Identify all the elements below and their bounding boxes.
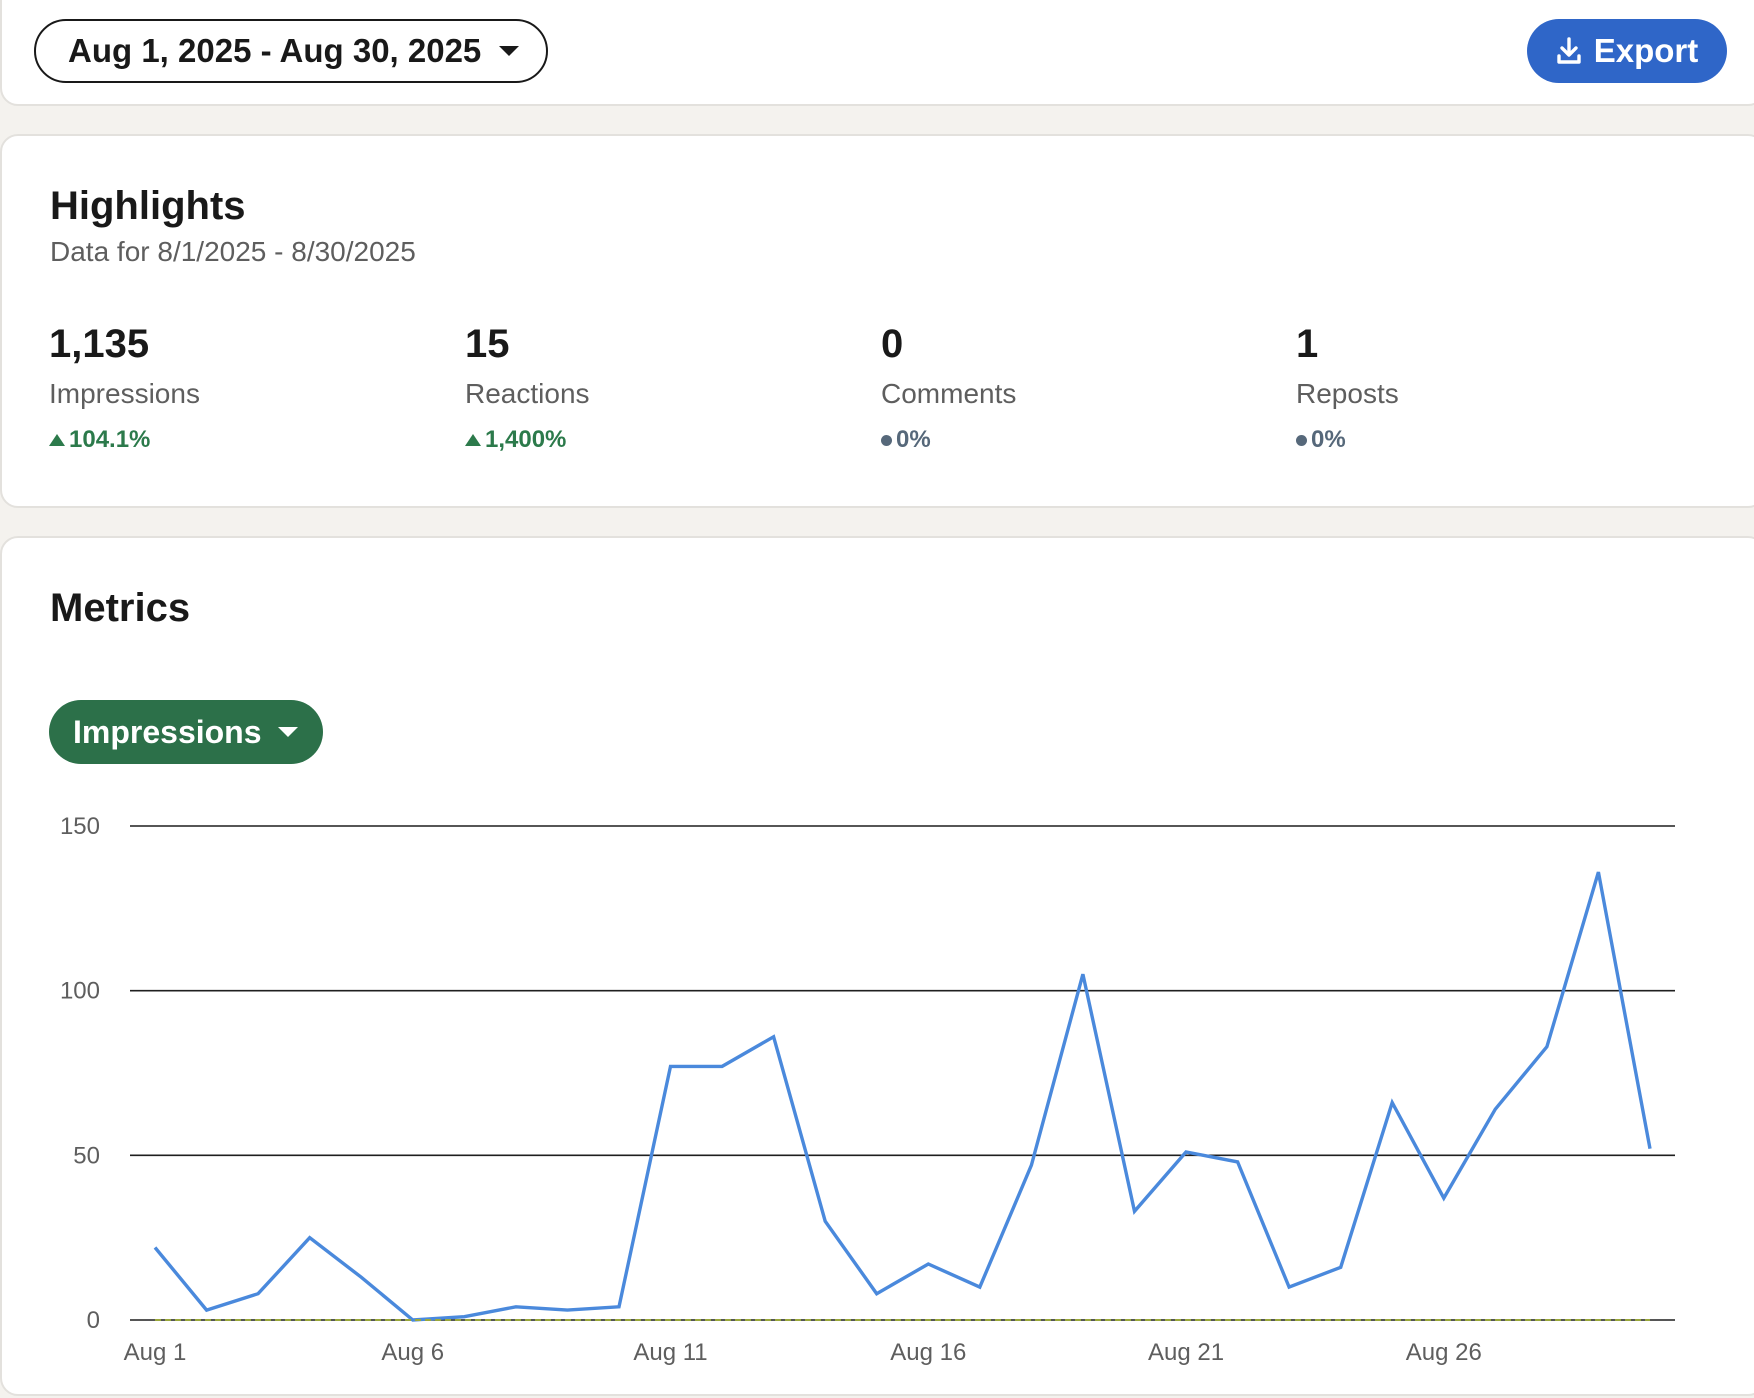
stat-label: Reposts xyxy=(1296,380,1676,408)
x-tick-label: Aug 1 xyxy=(124,1339,187,1366)
date-range-label: Aug 1, 2025 - Aug 30, 2025 xyxy=(68,32,481,70)
stat-label: Comments xyxy=(881,380,1261,408)
highlights-title: Highlights xyxy=(50,184,246,229)
stat-value: 0 xyxy=(881,324,1261,364)
stat-impressions: 1,135 Impressions 104.1% xyxy=(49,324,429,452)
impressions-line-chart: 0 50 100 150 Aug 1 Aug 6 Aug 11 Aug 16 Aug 21 Aug… xyxy=(2,538,1754,1398)
y-tick-label: 0 xyxy=(87,1307,100,1334)
date-range-dropdown[interactable]: Aug 1, 2025 - Aug 30, 2025 xyxy=(34,19,548,83)
export-button[interactable]: Export xyxy=(1527,19,1727,83)
highlights-card: Highlights Data for 8/1/2025 - 8/30/2025… xyxy=(0,134,1754,508)
y-tick-label: 50 xyxy=(73,1142,100,1169)
x-tick-label: Aug 6 xyxy=(381,1339,444,1366)
export-label: Export xyxy=(1594,32,1699,70)
stat-delta: 104.1% xyxy=(49,428,429,452)
stat-delta: 1,400% xyxy=(465,428,845,452)
x-tick-label: Aug 16 xyxy=(890,1339,966,1366)
y-tick-label: 150 xyxy=(60,813,100,840)
trend-flat-icon xyxy=(881,435,892,446)
stat-delta: 0% xyxy=(1296,428,1676,452)
y-tick-label: 100 xyxy=(60,978,100,1005)
trend-up-icon xyxy=(49,434,65,446)
stat-value: 1,135 xyxy=(49,324,429,364)
stat-delta: 0% xyxy=(881,428,1261,452)
stat-value: 15 xyxy=(465,324,845,364)
stat-comments: 0 Comments 0% xyxy=(881,324,1261,452)
trend-up-icon xyxy=(465,434,481,446)
delta-value: 0% xyxy=(896,428,931,452)
trend-flat-icon xyxy=(1296,435,1307,446)
delta-value: 104.1% xyxy=(69,428,150,452)
stat-value: 1 xyxy=(1296,324,1676,364)
stat-label: Reactions xyxy=(465,380,845,408)
download-icon xyxy=(1556,37,1582,65)
x-tick-label: Aug 11 xyxy=(633,1339,707,1366)
x-tick-label: Aug 21 xyxy=(1148,1339,1224,1366)
chevron-down-icon xyxy=(499,46,519,56)
delta-value: 0% xyxy=(1311,428,1346,452)
stat-reactions: 15 Reactions 1,400% xyxy=(465,324,845,452)
stat-label: Impressions xyxy=(49,380,429,408)
toolbar-card: Aug 1, 2025 - Aug 30, 2025 Export xyxy=(0,0,1754,106)
series-line-0 xyxy=(155,872,1650,1320)
x-tick-label: Aug 26 xyxy=(1406,1339,1482,1366)
highlights-subtitle: Data for 8/1/2025 - 8/30/2025 xyxy=(50,236,416,268)
delta-value: 1,400% xyxy=(485,428,566,452)
stat-reposts: 1 Reposts 0% xyxy=(1296,324,1676,452)
